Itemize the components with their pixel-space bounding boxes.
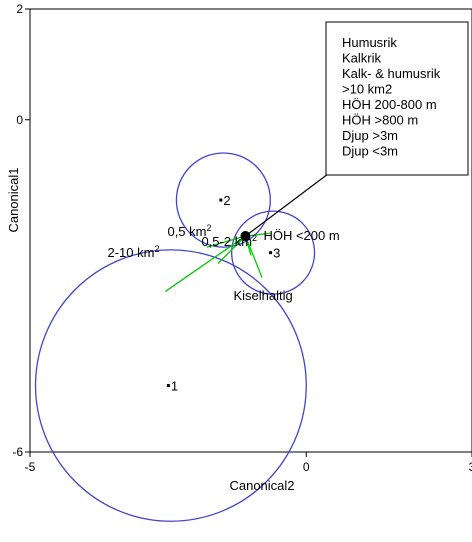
vector-line-1 [206,235,246,248]
x-tick-label: 0 [303,460,310,474]
group-label-3: 3 [273,246,280,261]
legend-item: Humusrik [342,35,397,50]
vector-label-2: 0,5-2 km2 [201,233,257,249]
y-axis-label: Canonical1 [6,167,21,232]
vector-line-3 [164,235,246,292]
legend-item: Djup >3m [342,128,398,143]
plot-area [29,8,472,453]
group-labels: 1 2 3 [166,193,280,394]
y-tick-label: 2 [16,2,23,16]
group-circle-2 [175,152,271,248]
group-label-1: 1 [171,379,178,394]
x-axis-label: Canonical2 [229,478,294,493]
group-label-2: 2 [223,193,230,208]
vector-line-2 [217,235,246,265]
group-centroid-1 [166,384,170,388]
vector-lines [164,232,271,292]
legend-item: Djup <3m [342,144,398,159]
legend-item: Kalkrik [342,51,382,66]
group-centroid-3 [269,251,273,255]
vector-line-4 [244,235,263,278]
vector-label-4: Kiselhaltig [233,288,292,303]
group-centroid-2 [219,198,223,202]
y-tick-label: -6 [12,445,23,459]
legend-item: HÖH 200-800 m [342,97,437,112]
y-tick-label: 0 [16,113,23,127]
legend-item: >10 km2 [342,82,392,97]
vector-label-0: HÖH <200 m [263,228,339,243]
legend-callout-line [245,173,329,237]
legend-item: Kalk- & humusrik [342,66,441,81]
x-tick-label: -5 [25,460,36,474]
centroid-point [240,231,251,242]
legend-item: HÖH >800 m [342,113,418,128]
group-circles [34,152,316,522]
group-circle-1 [34,249,307,522]
vector-label-3: 2-10 km2 [107,244,159,260]
axes: -5 0 3 2 0 -6 [12,2,472,474]
x-tick-label: 3 [469,460,472,474]
vector-label-1: 0,5 km2 [167,223,211,239]
legend-frame [325,21,469,176]
group-circle-3 [231,210,316,295]
